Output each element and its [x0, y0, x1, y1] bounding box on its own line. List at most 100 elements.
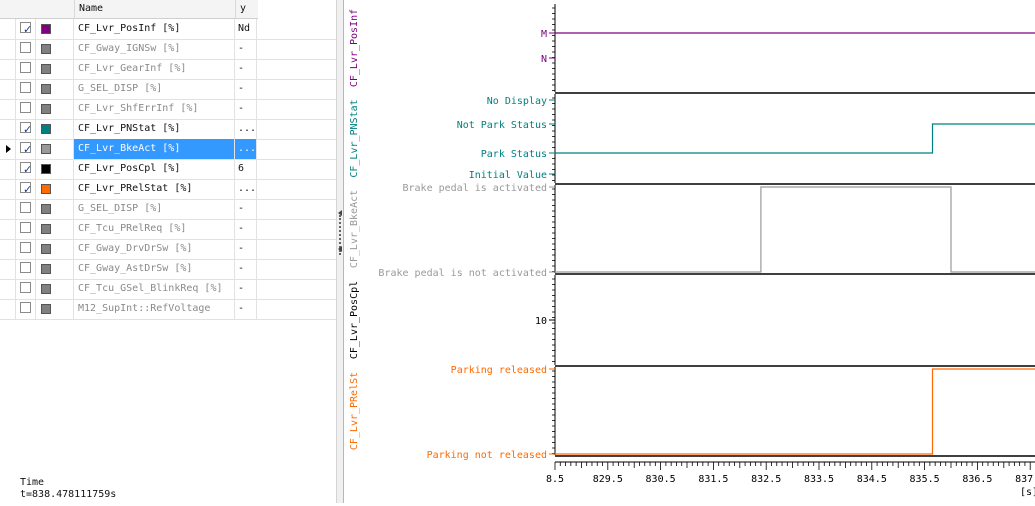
x-tick-label: 833.5 [804, 474, 834, 485]
signal-value: - [235, 199, 257, 219]
signal-row[interactable]: CF_Lvr_ShfErrInf [%] - [0, 99, 336, 120]
signal-row[interactable]: M12_SupInt::RefVoltage - [0, 299, 336, 320]
color-swatch[interactable] [41, 244, 51, 254]
signal-name: CF_Gway_DrvDrSw [%] [74, 239, 235, 259]
color-swatch[interactable] [41, 64, 51, 74]
visibility-checkbox[interactable] [20, 102, 31, 113]
signal-value: ... [235, 139, 257, 159]
signal-value: - [235, 299, 257, 319]
visibility-checkbox-cell: ✓ [16, 119, 36, 139]
plot-svg[interactable]: CF_Lvr_PosInf M N CF_Lvr_PNStat No Display No… [344, 0, 1035, 503]
signal-row[interactable]: ✓ CF_Lvr_PosInf [%] Nd [0, 19, 336, 40]
signal-row[interactable]: CF_Gway_IGNSw [%] - [0, 39, 336, 60]
visibility-checkbox[interactable]: ✓ [20, 162, 32, 176]
signal-name: CF_Lvr_PosInf [%] [74, 19, 235, 39]
visibility-checkbox[interactable]: ✓ [20, 142, 32, 156]
x-tick-label: 831.5 [698, 474, 728, 485]
time-value: t=838.478111759s [20, 489, 117, 500]
y-tick-label: Park Status [481, 149, 547, 160]
signal-row[interactable]: CF_Gway_AstDrSw [%] - [0, 259, 336, 280]
color-swatch[interactable] [41, 104, 51, 114]
signal-value: 6 [235, 159, 257, 179]
visibility-checkbox[interactable] [20, 42, 31, 53]
color-swatch[interactable] [41, 284, 51, 294]
time-label: Time [20, 477, 45, 488]
color-swatch[interactable] [41, 144, 51, 154]
visibility-checkbox[interactable] [20, 222, 31, 233]
color-swatch[interactable] [41, 204, 51, 214]
color-swatch-cell [36, 219, 74, 239]
y-tick-label: 10 [535, 316, 547, 327]
visibility-checkbox[interactable]: ✓ [20, 22, 32, 36]
signal-row[interactable]: CF_Tcu_PRelReq [%] - [0, 219, 336, 240]
visibility-checkbox[interactable]: ✓ [20, 122, 32, 136]
row-indicator [0, 139, 16, 159]
signal-row[interactable]: ✓ CF_Lvr_PRelStat [%]... [0, 179, 336, 200]
signal-name: G_SEL_DISP [%] [74, 199, 235, 219]
color-swatch[interactable] [41, 164, 51, 174]
signal-name: CF_Lvr_PosCpl [%] [74, 159, 235, 179]
color-swatch-cell [36, 199, 74, 219]
visibility-checkbox-cell: ✓ [16, 19, 36, 39]
signal-name: CF_Tcu_GSel_BlinkReq [%] [74, 279, 235, 299]
lane-CF_Lvr_BkeAct: CF_Lvr_BkeAct Brake pedal is activated Bra… [349, 183, 1035, 279]
plot-area[interactable]: CF_Lvr_PosInf M N CF_Lvr_PNStat No Display No… [344, 0, 1035, 503]
visibility-checkbox-cell [16, 99, 36, 119]
color-swatch[interactable] [41, 224, 51, 234]
visibility-checkbox-cell [16, 39, 36, 59]
color-swatch[interactable] [41, 264, 51, 274]
y-tick-label: Not Park Status [457, 120, 547, 131]
visibility-checkbox[interactable] [20, 242, 31, 253]
signal-row[interactable]: G_SEL_DISP [%] - [0, 199, 336, 220]
collapse-left-icon[interactable] [338, 210, 342, 216]
color-swatch[interactable] [41, 24, 51, 34]
visibility-checkbox[interactable] [20, 282, 31, 293]
signal-name: CF_Lvr_PNStat [%] [74, 119, 235, 139]
column-header-name[interactable]: Name [74, 0, 236, 19]
signal-name: CF_Lvr_PRelStat [%] [74, 179, 235, 199]
signal-row[interactable]: CF_Lvr_GearInf [%] - [0, 59, 336, 80]
signal-row[interactable]: G_SEL_DISP [%] - [0, 79, 336, 100]
color-swatch[interactable] [41, 84, 51, 94]
signal-value: - [235, 59, 257, 79]
row-indicator [0, 199, 16, 219]
color-swatch[interactable] [41, 44, 51, 54]
x-tick-label: 835.5 [910, 474, 940, 485]
signal-row[interactable]: ✓ CF_Lvr_PNStat [%]... [0, 119, 336, 140]
header-blank [0, 0, 74, 19]
row-indicator [0, 19, 16, 39]
signal-name: CF_Gway_AstDrSw [%] [74, 259, 235, 279]
lane-CF_Lvr_PRelStat: CF_Lvr_PRelSt Parking released Parking not… [349, 365, 1035, 461]
signal-value: - [235, 279, 257, 299]
signal-row[interactable]: CF_Tcu_GSel_BlinkReq [%] - [0, 279, 336, 300]
y-tick-label: No Display [487, 96, 547, 107]
row-indicator [0, 179, 16, 199]
signal-row[interactable]: ✓ CF_Lvr_BkeAct [%]... [0, 139, 336, 160]
visibility-checkbox[interactable] [20, 62, 31, 73]
x-tick-label: 832.5 [751, 474, 781, 485]
color-swatch[interactable] [41, 304, 51, 314]
panel-splitter[interactable] [336, 0, 344, 503]
signal-row[interactable]: ✓ CF_Lvr_PosCpl [%] 6 [0, 159, 336, 180]
color-swatch-cell [36, 99, 74, 119]
visibility-checkbox[interactable] [20, 302, 31, 313]
color-swatch[interactable] [41, 124, 51, 134]
color-swatch-cell [36, 179, 74, 199]
lane-title: CF_Lvr_BkeAct [349, 190, 360, 268]
color-swatch[interactable] [41, 184, 51, 194]
checkmark-icon: ✓ [23, 183, 33, 196]
checkmark-icon: ✓ [23, 123, 33, 136]
signal-row[interactable]: CF_Gway_DrvDrSw [%] - [0, 239, 336, 260]
visibility-checkbox[interactable]: ✓ [20, 182, 32, 196]
signal-name: CF_Gway_IGNSw [%] [74, 39, 235, 59]
visibility-checkbox-cell: ✓ [16, 139, 36, 159]
row-indicator [0, 119, 16, 139]
collapse-right-icon[interactable] [338, 246, 342, 252]
visibility-checkbox[interactable] [20, 82, 31, 93]
column-header-y[interactable]: y [235, 0, 258, 19]
visibility-checkbox[interactable] [20, 262, 31, 273]
visibility-checkbox[interactable] [20, 202, 31, 213]
signal-name: CF_Lvr_ShfErrInf [%] [74, 99, 235, 119]
color-swatch-cell [36, 299, 74, 319]
signal-value: - [235, 219, 257, 239]
